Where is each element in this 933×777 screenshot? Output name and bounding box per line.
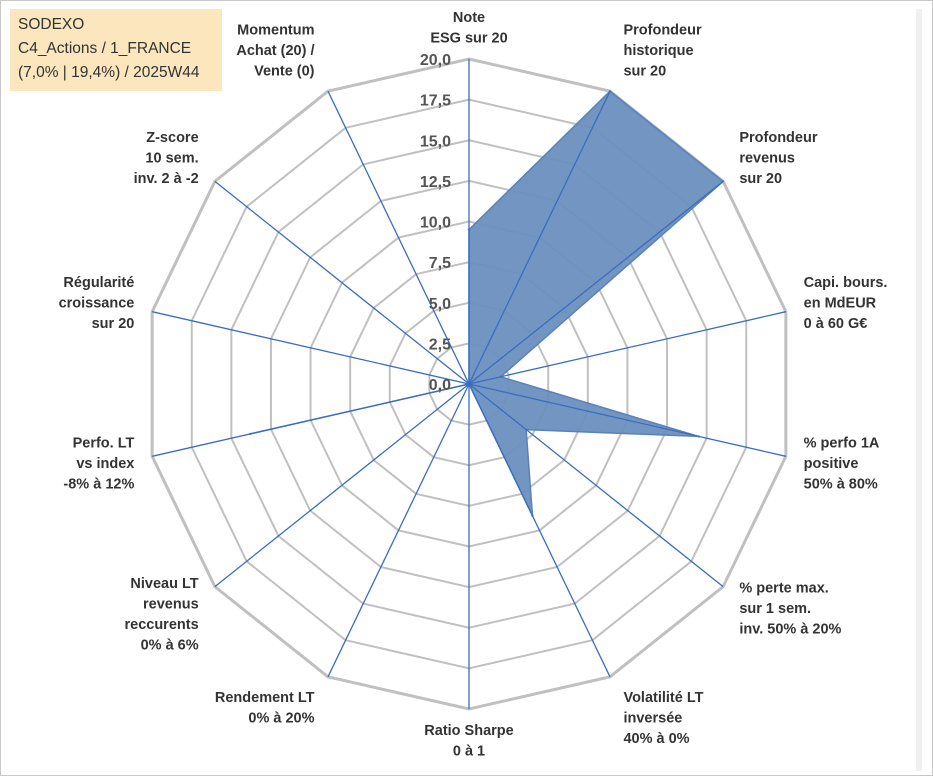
axis-label-4: % perfo 1A positive 50% à 80% [804, 436, 880, 493]
tick-layer: 0,0 2,5 5,0 7,5 10,0 12,5 15,0 17,5 20,0 [420, 52, 451, 394]
axis-spoke-5 [468, 383, 724, 588]
axis-label-line: revenus [143, 596, 199, 612]
axis-label-line: Capi. bours. [804, 275, 888, 291]
axis-spoke-11 [152, 311, 470, 385]
axis-label-1: Profondeur historique sur 20 [623, 22, 701, 79]
spoke-layer [152, 59, 786, 709]
axis-spoke-8 [327, 383, 470, 678]
axis-label-line: Volatilité LT [623, 690, 703, 706]
axis-label-line: Rendement LT [215, 690, 315, 706]
series-area-0 [250, 90, 725, 517]
label-layer: Note ESG sur 20 Profondeur historique sur 20… [59, 10, 888, 760]
axis-spoke-4 [468, 383, 786, 457]
axis-label-line: inversée [623, 711, 682, 727]
axis-label-8: Rendement LT 0% à 20% [215, 690, 315, 727]
tick-label-7: 17,5 [420, 93, 451, 110]
axis-label-6: Volatilité LT inversée 40% à 0% [623, 690, 703, 747]
axis-label-line: historique [623, 43, 693, 59]
axis-label-line: Achat (20) / [236, 43, 314, 59]
axis-label-line: Momentum [237, 22, 314, 38]
axis-spoke-12 [214, 180, 470, 385]
axis-spoke-3 [468, 311, 786, 385]
info-box: SODEXO C4_Actions / 1_FRANCE (7,0% | 19,… [10, 9, 222, 91]
tick-label-4: 10,0 [420, 215, 451, 232]
axis-label-line: sur 20 [92, 316, 135, 332]
axis-label-line: vs index [76, 456, 134, 472]
axis-spoke-6 [468, 383, 611, 678]
axis-spoke-13 [327, 90, 470, 385]
info-period: (7,0% | 19,4%) / 2025W44 [18, 64, 200, 81]
axis-label-line: Vente (0) [254, 63, 315, 79]
axis-spoke-10 [152, 383, 470, 457]
axis-label-10: Perfo. LT vs index -8% à 12% [63, 436, 134, 493]
axis-label-line: ESG sur 20 [430, 31, 507, 47]
axis-label-line: % perte max. [739, 580, 828, 596]
axis-label-line: sur 20 [739, 171, 782, 187]
axis-label-13: Momentum Achat (20) / Vente (0) [236, 22, 314, 79]
axis-label-line: Perfo. LT [73, 436, 135, 452]
axis-label-line: Profondeur [739, 130, 817, 146]
axis-label-line: sur 20 [623, 63, 666, 79]
axis-label-line: 0 à 1 [453, 744, 485, 760]
info-portfolio: C4_Actions / 1_FRANCE [18, 40, 192, 57]
tick-label-8: 20,0 [420, 52, 451, 69]
tick-label-6: 15,0 [420, 133, 451, 150]
axis-label-line: sur 1 sem. [739, 601, 811, 617]
info-company: SODEXO [18, 16, 85, 33]
axis-label-7: Ratio Sharpe 0 à 1 [424, 723, 513, 760]
axis-label-line: 0% à 6% [141, 637, 199, 653]
axis-spoke-1 [468, 90, 611, 385]
axis-label-line: revenus [739, 151, 795, 167]
axis-label-line: inv. 2 à -2 [134, 171, 199, 187]
axis-spoke-9 [214, 383, 470, 588]
axis-label-line: en MdEUR [804, 295, 877, 311]
axis-label-line: 0 à 60 G€ [804, 316, 868, 332]
tick-label-1: 2,5 [429, 336, 451, 353]
axis-label-line: Note [453, 10, 485, 26]
axis-label-2: Profondeur revenus sur 20 [739, 130, 817, 187]
axis-label-line: 10 sem. [145, 151, 198, 167]
tick-label-3: 7,5 [429, 255, 451, 272]
axis-label-3: Capi. bours. en MdEUR 0 à 60 G€ [804, 275, 888, 332]
axis-label-line: Régularité [63, 275, 134, 291]
axis-label-11: Régularité croissance sur 20 [59, 275, 135, 332]
axis-label-line: Ratio Sharpe [424, 723, 513, 739]
axis-spoke-2 [468, 180, 724, 385]
series-layer [249, 89, 725, 517]
axis-label-line: reccurents [124, 617, 198, 633]
axis-label-line: 50% à 80% [804, 477, 878, 493]
axis-label-line: inv. 50% à 20% [739, 621, 841, 637]
axis-label-line: croissance [59, 295, 135, 311]
axis-label-5: % perte max. sur 1 sem. inv. 50% à 20% [739, 580, 841, 637]
axis-label-line: positive [804, 456, 859, 472]
tick-label-5: 12,5 [420, 174, 451, 191]
tick-label-2: 5,0 [429, 296, 451, 313]
axis-label-line: Niveau LT [130, 576, 198, 592]
tick-label-0: 0,0 [429, 377, 451, 394]
axis-label-9: Niveau LT revenus reccurents 0% à 6% [124, 576, 198, 654]
axis-label-line: 0% à 20% [248, 711, 314, 727]
axis-label-line: -8% à 12% [63, 477, 134, 493]
axis-label-line: 40% à 0% [623, 731, 689, 747]
axis-label-line: Profondeur [623, 22, 701, 38]
axis-label-line: % perfo 1A [804, 436, 880, 452]
axis-label-line: Z-score [146, 130, 198, 146]
scrollbar[interactable] [916, 9, 922, 771]
axis-label-0: Note ESG sur 20 [430, 10, 507, 47]
axis-label-12: Z-score 10 sem. inv. 2 à -2 [134, 130, 199, 187]
